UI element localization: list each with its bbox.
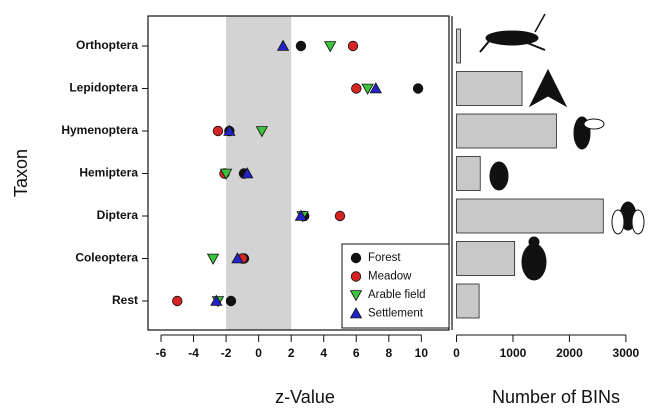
- y-tick-label: Hymenoptera: [61, 123, 138, 137]
- point: [206, 253, 220, 265]
- x-tick-label: 0: [255, 346, 262, 360]
- x-tick-label: 10: [415, 346, 429, 360]
- point: [225, 295, 237, 307]
- plot-layer: -6 -4 -2 0 2 4 6 8 10 Orthoptera Lepidoptera Hymeno…: [11, 15, 640, 407]
- legend-label: Forest: [368, 252, 401, 264]
- x-tick-label: 4: [320, 346, 327, 360]
- point: [210, 294, 223, 306]
- point: [231, 252, 244, 264]
- y-tick-label: Lepidoptera: [69, 81, 138, 95]
- x-tick-label: -2: [221, 346, 232, 360]
- x-tick-label: 0: [453, 346, 460, 360]
- bar: [456, 71, 523, 106]
- point: [241, 167, 254, 179]
- x-tick-label: 6: [353, 346, 360, 360]
- bug-icon: [489, 161, 509, 191]
- bee-icon: [573, 116, 605, 150]
- legend-marker: [350, 252, 362, 264]
- y-tick-label: Rest: [112, 293, 138, 307]
- x-axis-label: Number of BINs: [492, 387, 620, 407]
- point: [351, 83, 362, 94]
- bar: [456, 113, 557, 149]
- x-tick-label: -6: [156, 346, 167, 360]
- x-axis-label: z-Value: [275, 387, 335, 407]
- bar: [456, 28, 461, 64]
- legend-label: Settlement: [368, 308, 424, 320]
- point: [294, 209, 308, 221]
- x-tick-label: 2: [288, 346, 295, 360]
- grasshopper-icon: [479, 13, 546, 53]
- x-tick-label: -4: [188, 346, 199, 360]
- legend-marker: [349, 307, 363, 319]
- point: [324, 41, 337, 53]
- point: [361, 83, 374, 95]
- point: [212, 125, 224, 137]
- legend-marker: [349, 290, 363, 302]
- point: [172, 295, 183, 307]
- bar: [456, 241, 516, 276]
- legend-label: Arable field: [368, 289, 426, 301]
- point: [369, 82, 382, 94]
- bar: [456, 283, 480, 319]
- y-tick-label: Coleoptera: [75, 251, 138, 265]
- point: [347, 40, 359, 52]
- y-tick-label: Diptera: [97, 208, 139, 222]
- point: [223, 124, 236, 136]
- fly-icon: [611, 201, 645, 235]
- y-tick-label: Hemiptera: [79, 166, 138, 180]
- legend-label: Meadow: [368, 271, 412, 283]
- point: [219, 168, 233, 180]
- point: [334, 210, 346, 222]
- beetle-icon: [521, 236, 547, 281]
- point: [412, 83, 424, 94]
- point: [276, 39, 290, 51]
- x-tick-label: 8: [385, 346, 392, 360]
- x-tick-label: 3000: [613, 346, 640, 360]
- insect-icons: [479, 13, 645, 281]
- reference-band: [226, 16, 292, 330]
- moth-icon: [528, 68, 568, 108]
- legend-marker: [350, 271, 362, 282]
- point: [295, 40, 307, 52]
- y-axis-label: Taxon: [11, 149, 31, 197]
- y-tick-label: Orthoptera: [76, 38, 138, 52]
- bar: [456, 156, 481, 191]
- point: [255, 126, 269, 138]
- x-tick-label: 1000: [500, 346, 527, 360]
- x-tick-label: 2000: [556, 346, 583, 360]
- bar: [456, 198, 604, 234]
